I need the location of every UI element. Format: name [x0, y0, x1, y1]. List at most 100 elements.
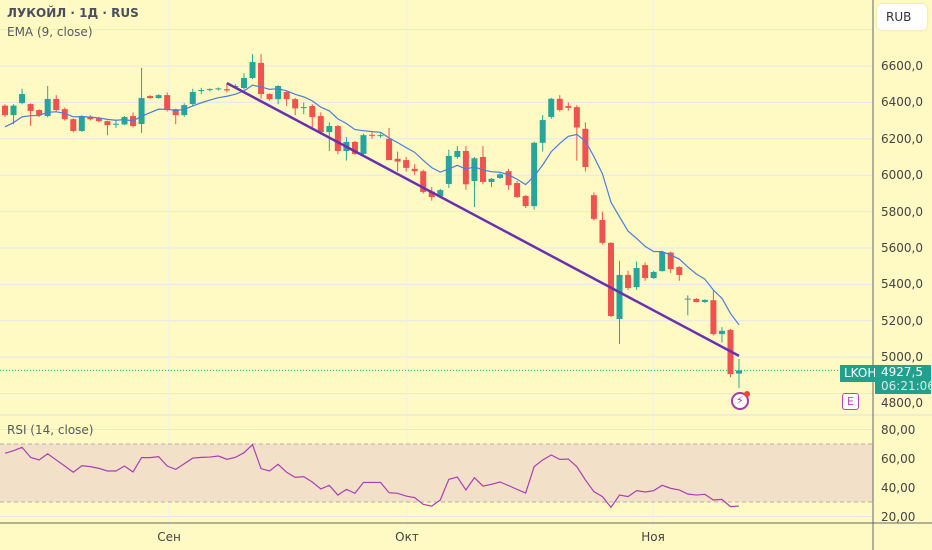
rsi-axis-label: 20,00: [881, 509, 916, 524]
lightning-icon[interactable]: ⚡: [731, 391, 750, 410]
candle-up: [249, 61, 256, 79]
candle-down: [258, 62, 265, 95]
candle-up: [198, 90, 205, 92]
candle-down: [2, 105, 8, 116]
rsi-axis-label: 80,00: [881, 422, 916, 437]
candle-down: [164, 95, 171, 111]
candle-up: [121, 116, 128, 125]
ema-line: [4, 84, 740, 326]
candle-up: [78, 116, 85, 131]
candle-down: [394, 158, 401, 162]
candle-up: [10, 105, 17, 116]
rsi-axis-label: 40,00: [881, 480, 916, 495]
candle-up: [650, 272, 657, 279]
candle-up: [497, 174, 504, 178]
price-axis-label: 6000,0: [881, 168, 923, 183]
candle-down: [411, 168, 418, 172]
candle-down: [147, 96, 154, 99]
candle-down: [642, 265, 649, 279]
candle-up: [701, 299, 708, 303]
candle-down: [667, 252, 674, 270]
candle-down: [223, 89, 230, 91]
candle-down: [556, 98, 563, 111]
candle-down: [317, 116, 324, 133]
candle-up: [155, 95, 162, 99]
time-label-nov: Ноя: [641, 530, 665, 544]
candle-down: [27, 104, 34, 111]
candle-down: [582, 128, 589, 168]
candle-up: [360, 135, 367, 154]
candle-up: [616, 274, 623, 319]
candle-up: [240, 78, 247, 89]
candle-down: [625, 274, 632, 289]
candle-up: [275, 86, 282, 100]
candle-up: [684, 298, 691, 300]
rsi-indicator-label[interactable]: RSI (14, close): [7, 423, 94, 437]
price-axis-label: 6200,0: [881, 131, 923, 146]
candle-down: [505, 171, 512, 186]
candle-down: [403, 160, 410, 168]
candle-down: [309, 106, 316, 117]
currency-button[interactable]: RUB: [877, 4, 927, 30]
candle-down: [462, 150, 469, 185]
notification-dot: [744, 391, 750, 397]
candle-down: [172, 109, 179, 116]
price-axis-label: 5200,0: [881, 313, 923, 328]
candle-down: [36, 110, 43, 116]
price-axis-label: 4800,0: [881, 396, 923, 410]
last-price-badge: 4927,5 06:21:06: [875, 365, 932, 394]
candle-down: [283, 92, 290, 100]
candle-up: [206, 89, 213, 91]
time-label-sep: Сен: [157, 530, 181, 544]
candle-up: [471, 158, 478, 182]
candle-down: [428, 191, 435, 198]
candle-up: [181, 105, 188, 116]
price-axis-label: 5000,0: [881, 350, 923, 364]
rsi-line: [4, 443, 740, 509]
candle-up: [548, 98, 555, 117]
candle-down: [61, 109, 68, 120]
candle-down: [351, 141, 358, 154]
candle-up: [44, 98, 51, 117]
candle-down: [590, 195, 597, 219]
candle-down: [573, 107, 580, 128]
candle-up: [112, 123, 119, 125]
candle-up: [718, 330, 725, 335]
candle-up: [300, 107, 307, 109]
rsi-axis-label: 60,00: [881, 451, 916, 466]
candle-down: [599, 219, 606, 243]
candle-down: [53, 98, 60, 111]
price-axis-label: 5800,0: [881, 204, 923, 219]
bar-countdown: 06:21:06: [881, 378, 932, 393]
ema-indicator-label[interactable]: EMA (9, close): [7, 25, 93, 39]
last-price: 4927,5: [881, 365, 923, 379]
candle-down: [514, 183, 521, 198]
candle-down: [334, 126, 341, 151]
candle-down: [369, 134, 376, 136]
candle-down: [676, 267, 683, 275]
trend-line: [226, 82, 740, 358]
candle-down: [70, 119, 77, 131]
candle-down: [266, 94, 273, 100]
candle-down: [565, 106, 572, 108]
candle-down: [607, 242, 614, 317]
candle-up: [19, 94, 26, 104]
candle-up: [454, 150, 461, 157]
price-axis-label: 5400,0: [881, 277, 923, 292]
candle-up: [633, 268, 640, 288]
candle-down: [292, 99, 299, 109]
candle-down: [95, 118, 102, 122]
candle-up: [539, 120, 546, 143]
time-label-oct: Окт: [395, 530, 419, 544]
candle-down: [104, 121, 111, 126]
candle-down: [386, 138, 393, 161]
candle-up: [531, 142, 538, 207]
price-axis-label: 6600,0: [881, 59, 923, 73]
candle-up: [488, 178, 495, 182]
symbol-title[interactable]: ЛУКОЙЛ · 1Д · RUS: [7, 6, 139, 20]
candle-down: [522, 195, 529, 207]
price-axis-label: 5600,0: [881, 240, 923, 255]
candle-up: [326, 126, 333, 133]
earnings-e-icon[interactable]: E: [842, 393, 859, 410]
